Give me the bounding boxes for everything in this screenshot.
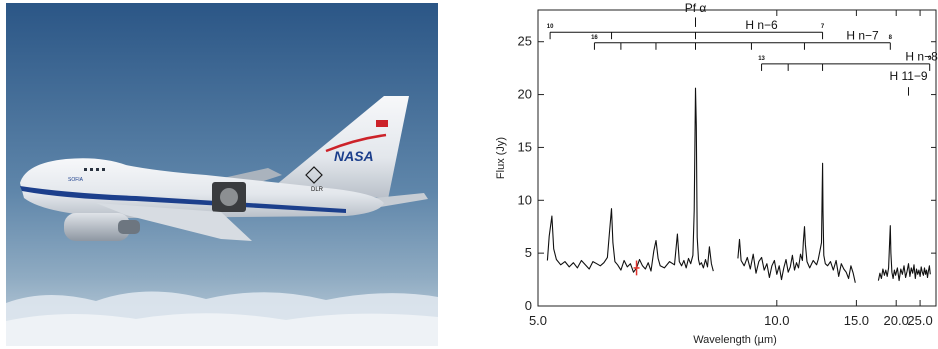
x-tick-label: 25.0 <box>907 313 932 328</box>
vertical-stabilizer <box>276 96 409 199</box>
h-n7-series-start-number: 16 <box>591 35 598 41</box>
dlr-logo-text: DLR <box>311 187 324 193</box>
x-tick-label: 5.0 <box>529 313 547 328</box>
h-n7-series-end-number: 8 <box>889 35 893 41</box>
x-tick-label: 15.0 <box>844 313 869 328</box>
y-axis-title: Flux (Jy) <box>495 137 507 179</box>
fuselage-stripe <box>20 186 346 213</box>
spectrum-segment <box>737 162 856 283</box>
y-tick-label: 5 <box>525 245 532 260</box>
spectrum-chart: 5.0 10.0 15.0 20.025.0 0 5 10 15 20 25 Pf α 10 7 H … <box>495 1 938 346</box>
h-n6-series-label: H n−6 <box>745 18 778 32</box>
x-axis-title: Wavelength (µm) <box>693 334 777 346</box>
near-wing <box>96 203 252 241</box>
dlr-logo-icon <box>305 166 323 184</box>
h-n6-series-end-number: 7 <box>821 24 825 30</box>
spectrum-segment <box>877 225 931 282</box>
h-n8-series-label: H n−8 <box>905 50 938 64</box>
h-11-9-label: H 11−9 <box>889 69 927 83</box>
flag-icon <box>376 120 388 127</box>
y-tick-label: 0 <box>525 298 532 313</box>
spectrum-segment <box>546 87 714 273</box>
sofia-aircraft-photo: SOFIA NASA DLR <box>6 3 438 346</box>
x-tick-label: 10.0 <box>764 313 789 328</box>
fuselage <box>20 158 384 218</box>
y-tick-label: 15 <box>518 139 532 154</box>
h-n7-series-label: H n−7 <box>846 28 879 42</box>
pf-alpha-label: Pf α <box>685 1 707 15</box>
nasa-logo: NASA <box>334 148 374 164</box>
windows <box>84 168 105 171</box>
plot-frame <box>537 9 937 307</box>
fuselage-sofia-text: SOFIA <box>68 177 84 183</box>
x-tick-label: 20.0 <box>884 313 909 328</box>
engine-nacelle <box>64 213 130 241</box>
h-n6-series-start-number: 10 <box>547 24 554 30</box>
y-tick-label: 20 <box>518 87 532 102</box>
y-tick-label: 25 <box>518 34 532 49</box>
h-n8-series-start-number: 13 <box>758 56 765 62</box>
y-tick-label: 10 <box>518 192 532 207</box>
h-n8-series-end-number: 9 <box>928 56 932 62</box>
